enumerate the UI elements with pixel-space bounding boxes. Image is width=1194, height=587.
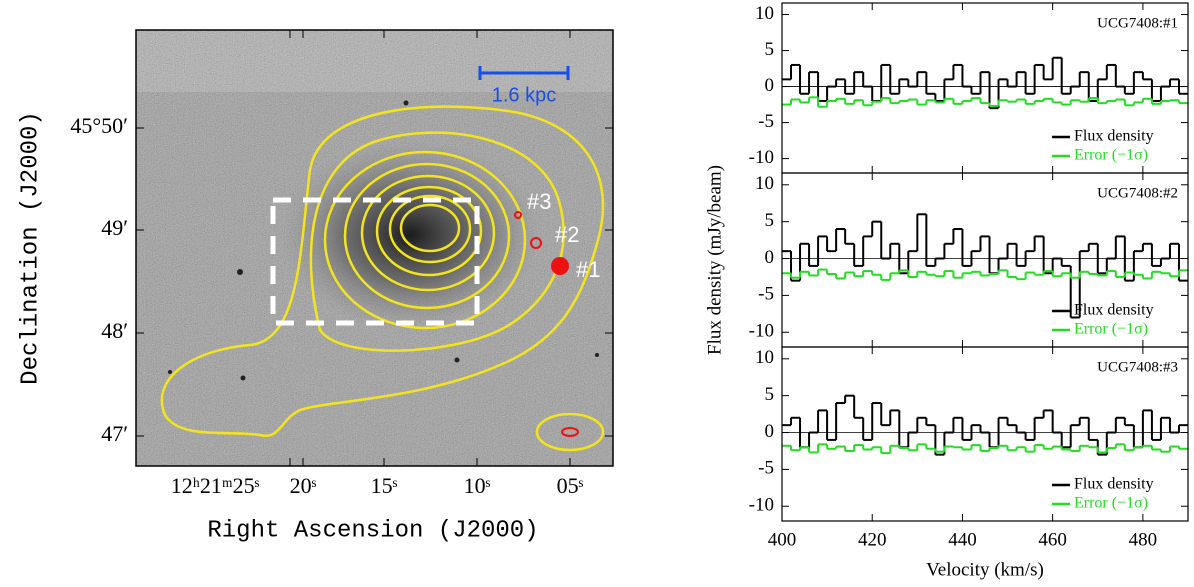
y-tick-label: 47′	[101, 421, 128, 446]
y-axis-label: Declination (J2000)	[17, 111, 44, 385]
panel-title: UCG7408:#3	[1097, 359, 1178, 375]
panel-title: UCG7408:#1	[1097, 15, 1178, 31]
legend-label: Error (−1σ)	[1074, 321, 1148, 338]
step-riser	[790, 57, 1180, 109]
x-tick-label: 400	[768, 529, 797, 550]
contours	[160, 105, 605, 452]
sources	[514, 211, 579, 437]
scale-bar-label: 1.6 kpc	[492, 84, 556, 106]
y-tick-label: -10	[749, 147, 774, 168]
x-tick-label: 440	[948, 529, 977, 550]
y-tick-label: 10	[755, 347, 774, 368]
y-tick-label: -5	[758, 284, 774, 305]
y-tick-label: -5	[758, 111, 774, 132]
x-tick-label: 15ˢ	[371, 473, 398, 498]
y-tick-label: 48′	[101, 318, 128, 343]
y-tick-label: 10	[755, 173, 774, 194]
step-riser	[790, 214, 1180, 318]
image-frame	[135, 29, 614, 467]
x-axis-label: Right Ascension (J2000)	[207, 517, 538, 544]
legend-label: Flux density	[1074, 128, 1154, 145]
source-label: #1	[576, 257, 600, 282]
y-tick-label: 0	[765, 75, 775, 96]
y-tick-label: 10	[755, 3, 774, 24]
x-tick-label: 460	[1038, 529, 1067, 550]
x-tick-label: 05ˢ	[557, 473, 584, 498]
step-riser	[790, 444, 1180, 454]
step-riser	[790, 395, 1180, 455]
x-tick-label: 480	[1129, 529, 1158, 550]
x-axis-label: Velocity (km/s)	[926, 559, 1044, 580]
panel-frame	[781, 346, 1189, 522]
x-tick-label: 12ʰ21ᵐ25ˢ	[171, 473, 260, 498]
step-riser	[790, 97, 1180, 107]
legend-label: Error (−1σ)	[1074, 495, 1148, 512]
source-label: #2	[555, 222, 579, 247]
y-tick-label: 45°50′	[70, 113, 128, 138]
y-tick-label: 5	[765, 384, 775, 405]
x-tick-label: 10ˢ	[464, 473, 491, 498]
legend-label: Flux density	[1074, 476, 1154, 493]
y-tick-label: 49′	[101, 215, 128, 240]
legend-label: Flux density	[1074, 302, 1154, 319]
x-tick-label: 20ˢ	[290, 473, 317, 498]
legend-label: Error (−1σ)	[1074, 147, 1148, 164]
y-tick-label: -10	[749, 495, 774, 516]
y-tick-label: -10	[749, 321, 774, 342]
y-tick-label: 5	[765, 210, 775, 231]
zoom-box	[270, 197, 480, 326]
scale-bar: 1.6 kpc	[478, 66, 570, 106]
y-tick-label: 5	[765, 39, 775, 60]
y-tick-label: 0	[765, 247, 775, 268]
y-tick-label: -5	[758, 458, 774, 479]
y-axis-label: Flux density (mJy/beam)	[704, 165, 725, 355]
x-tick-label: 420	[858, 529, 887, 550]
panel-title: UCG7408:#2	[1097, 185, 1178, 201]
y-tick-label: 0	[765, 421, 775, 442]
source-label: #3	[527, 189, 551, 214]
step-riser	[790, 269, 1180, 280]
